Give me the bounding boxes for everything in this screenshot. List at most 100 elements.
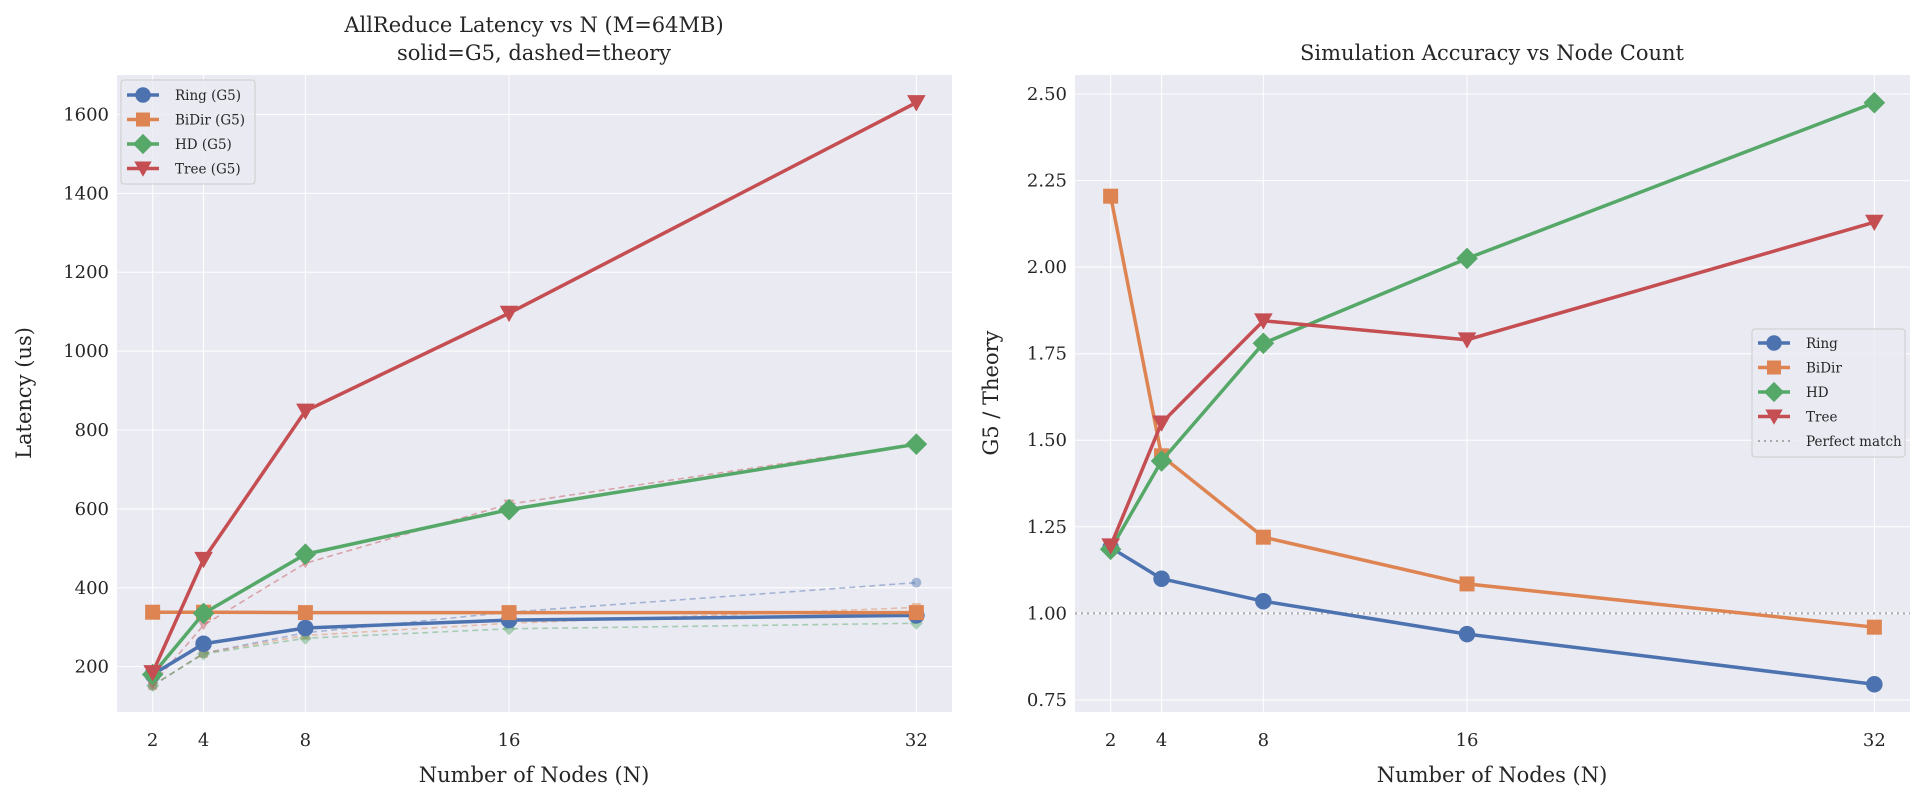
latency-x-axis-label: Number of Nodes (N) (419, 763, 650, 787)
latency-x-tick-label: 4 (198, 730, 209, 751)
data-point-bidir-g5 (297, 605, 313, 621)
accuracy-y-axis-label: G5 / Theory (979, 330, 1003, 455)
latency-series (141, 95, 928, 693)
data-point-hd-theory (502, 622, 516, 636)
legend-label-bidir-g5: BiDir (G5) (175, 113, 245, 129)
data-point-bidir-theory (148, 681, 158, 691)
data-point-bidir-g5 (145, 604, 161, 620)
latency-title-line-1: AllReduce Latency vs N (M=64MB) (343, 13, 723, 37)
accuracy-series (1099, 91, 1886, 693)
legend-label-tree: Tree (1806, 410, 1837, 426)
accuracy-x-axis-label: Number of Nodes (N) (1377, 763, 1608, 787)
legend-marker-tree-g5 (134, 161, 152, 177)
data-point-tree (1865, 214, 1884, 231)
latency-y-tick-label: 1400 (63, 183, 109, 204)
legend-marker-ring-g5 (135, 87, 151, 103)
legend-marker-bidir (1767, 360, 1781, 375)
data-point-bidir-g5 (501, 605, 517, 621)
latency-legend: Ring (G5) BiDir (G5) HD (G5) Tree (G5) (120, 79, 256, 185)
latency-x-tick-label: 16 (498, 730, 521, 751)
series-line-tree-theory (152, 442, 917, 685)
legend-label-perfect-match: Perfect match (1806, 434, 1902, 450)
accuracy-legend-frame (1751, 328, 1906, 458)
legend-marker-hd-g5 (132, 133, 154, 155)
latency-x-tick-label: 2 (147, 730, 158, 751)
latency-x-tick-label: 8 (300, 730, 311, 751)
data-point-bidir (1255, 529, 1271, 545)
accuracy-y-tick-label: 2.50 (1027, 84, 1067, 105)
latency-y-tick-label: 600 (75, 499, 109, 520)
data-point-tree-theory (197, 620, 210, 631)
latency-title-line-2: solid=G5, dashed=theory (397, 41, 671, 65)
data-point-hd-g5 (498, 498, 520, 521)
accuracy-chart: 2 4 8 16 320.751.001.251.501.752.002.252.50 … (979, 41, 1910, 787)
accuracy-y-tick-label: 0.75 (1027, 690, 1067, 711)
data-point-ring-theory (911, 577, 922, 588)
data-point-tree (1101, 538, 1120, 555)
accuracy-y-tick-label: 1.25 (1027, 517, 1067, 538)
accuracy-title: Simulation Accuracy vs Node Count (1300, 41, 1684, 65)
accuracy-x-tick-label: 4 (1156, 730, 1167, 751)
data-point-ring-g5 (297, 619, 314, 637)
accuracy-x-tick-label: 16 (1456, 730, 1479, 751)
data-point-ring-theory (147, 680, 158, 691)
latency-y-axis-label: Latency (us) (12, 327, 36, 459)
latency-plot-area (117, 75, 952, 712)
data-point-tree (1152, 415, 1171, 432)
data-point-tree-g5 (143, 665, 162, 682)
latency-y-tick-label: 800 (75, 420, 109, 441)
accuracy-grid (1075, 75, 1910, 712)
legend-marker-tree (1765, 409, 1783, 425)
accuracy-y-tick-label: 2.25 (1027, 171, 1067, 192)
latency-chart: 2 4 8 16 32 200 400 600 800 1000 1200 1400 1600 AllR… (12, 13, 952, 787)
accuracy-y-tick-label: 1.75 (1027, 344, 1067, 365)
accuracy-y-tick-label: 2.00 (1027, 257, 1067, 278)
data-point-hd-g5 (905, 433, 928, 455)
data-point-ring (1866, 676, 1883, 693)
data-point-ring (1153, 570, 1170, 587)
data-point-hd (1150, 450, 1173, 472)
data-point-ring (1458, 625, 1476, 643)
legend-label-bidir: BiDir (1806, 361, 1842, 377)
accuracy-y-tick-label: 1.00 (1027, 603, 1067, 624)
data-point-hd-theory (146, 679, 160, 693)
data-point-tree-g5 (907, 95, 926, 112)
legend-marker-bidir-g5 (136, 112, 150, 127)
legend-label-ring: Ring (1806, 336, 1838, 352)
legend-marker-ring (1766, 335, 1782, 351)
accuracy-x-tick-label: 8 (1258, 730, 1269, 751)
data-point-bidir-g5 (908, 605, 924, 621)
latency-grid (117, 75, 952, 712)
data-point-hd-g5 (294, 543, 317, 566)
latency-x-tick-label: 32 (905, 730, 928, 751)
data-point-tree-g5 (296, 403, 315, 420)
legend-marker-hd (1763, 381, 1785, 403)
legend-label-hd-g5: HD (G5) (175, 137, 232, 153)
accuracy-tick-labels: 2 4 8 16 32 0.75 1.00 1.25 1.50 1.75 2.00 2.25 2.50 (1027, 84, 1886, 751)
data-point-hd (1456, 247, 1478, 270)
latency-y-tick-label: 1600 (63, 104, 109, 125)
data-point-tree (1457, 332, 1477, 349)
latency-y-tick-label: 400 (75, 578, 109, 599)
data-point-ring-g5 (195, 635, 212, 653)
latency-legend-frame (120, 79, 256, 185)
series-line-hd-theory (152, 622, 917, 687)
legend-label-hd: HD (1806, 385, 1829, 401)
latency-y-tick-label: 1200 (63, 262, 109, 283)
data-point-bidir-theory (199, 648, 209, 658)
data-point-bidir (1103, 188, 1119, 204)
data-point-hd-g5 (192, 602, 215, 625)
latency-y-tick-label: 1000 (63, 341, 109, 362)
data-point-hd (1252, 332, 1275, 355)
accuracy-y-tick-label: 1.50 (1027, 430, 1067, 451)
data-point-hd-theory (298, 631, 312, 645)
latency-tick-labels: 2 4 8 16 32 200 400 600 800 1000 1200 1400 1600 (63, 104, 928, 751)
latency-y-tick-label: 200 (75, 657, 109, 678)
data-point-ring (1255, 592, 1272, 610)
legend-label-tree-g5: Tree (G5) (175, 162, 241, 178)
data-point-hd (1863, 91, 1886, 114)
data-point-tree (1254, 313, 1273, 330)
data-point-bidir (1866, 619, 1882, 635)
accuracy-legend: Ring BiDir HD Tree Perfect match (1751, 328, 1906, 458)
